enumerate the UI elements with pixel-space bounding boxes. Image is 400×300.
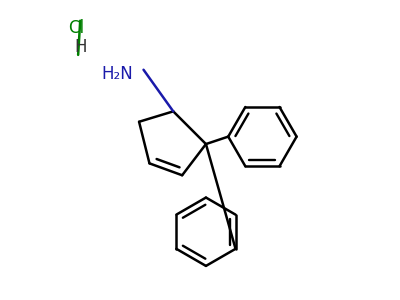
Text: H: H [75,38,87,56]
Text: H₂N: H₂N [101,65,133,83]
Text: Cl: Cl [68,19,84,37]
